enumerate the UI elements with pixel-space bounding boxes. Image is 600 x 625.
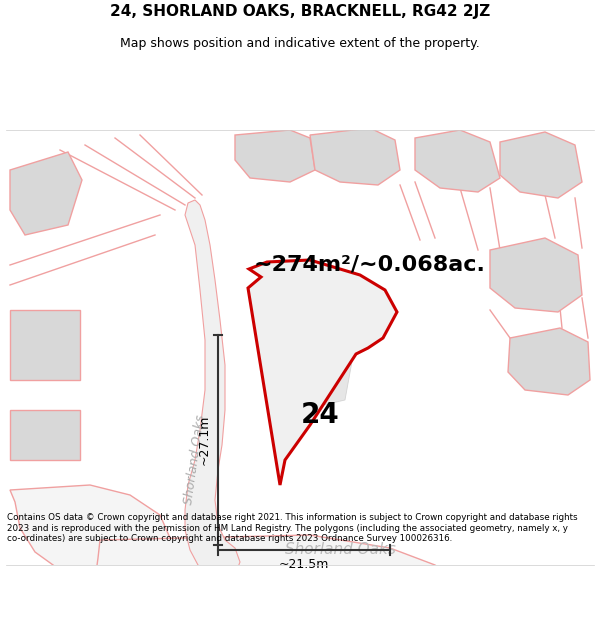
Text: Shorland Oaks: Shorland Oaks <box>284 542 395 558</box>
Polygon shape <box>265 325 355 415</box>
Polygon shape <box>508 328 590 395</box>
Polygon shape <box>500 132 582 198</box>
Polygon shape <box>235 130 315 182</box>
Polygon shape <box>490 238 582 312</box>
Polygon shape <box>185 200 240 580</box>
Polygon shape <box>10 310 80 380</box>
Polygon shape <box>10 410 80 460</box>
Text: ~21.5m: ~21.5m <box>279 559 329 571</box>
Text: Map shows position and indicative extent of the property.: Map shows position and indicative extent… <box>120 37 480 49</box>
Text: 24, SHORLAND OAKS, BRACKNELL, RG42 2JZ: 24, SHORLAND OAKS, BRACKNELL, RG42 2JZ <box>110 4 490 19</box>
Polygon shape <box>310 128 400 185</box>
Text: ~274m²/~0.068ac.: ~274m²/~0.068ac. <box>254 255 486 275</box>
Polygon shape <box>95 535 462 625</box>
Text: Contains OS data © Crown copyright and database right 2021. This information is : Contains OS data © Crown copyright and d… <box>7 513 578 543</box>
Text: Shorland Oaks: Shorland Oaks <box>182 414 208 506</box>
Polygon shape <box>415 130 500 192</box>
Polygon shape <box>10 485 170 582</box>
Polygon shape <box>248 260 397 485</box>
Polygon shape <box>10 152 82 235</box>
Text: ~27.1m: ~27.1m <box>197 415 211 465</box>
Text: 24: 24 <box>301 401 340 429</box>
